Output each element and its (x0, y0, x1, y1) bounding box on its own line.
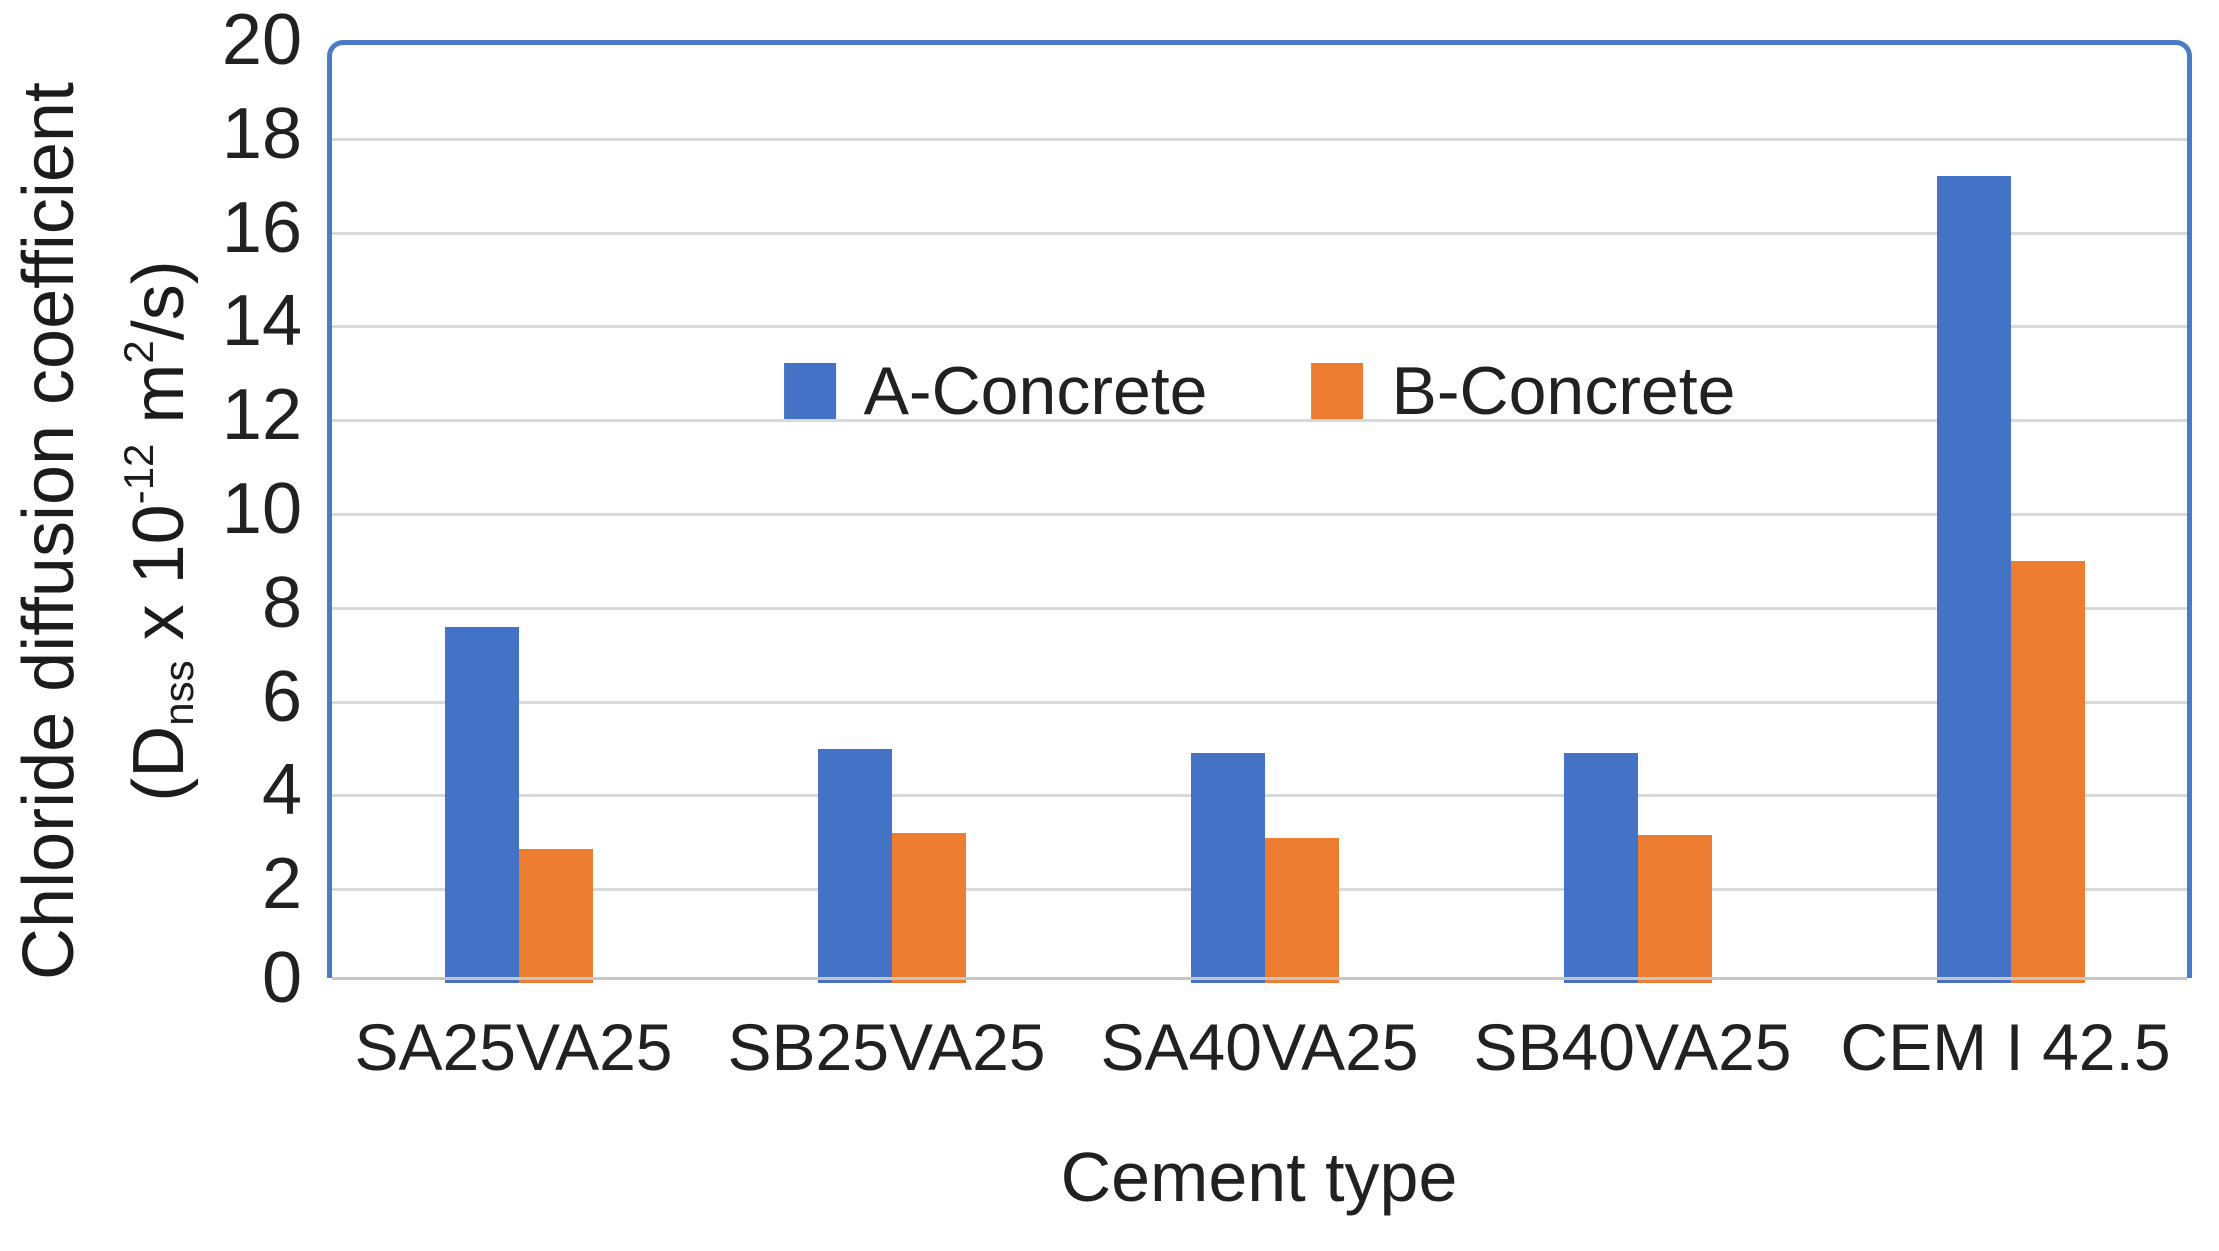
bar-b-concrete-sa40va25 (1264, 837, 1339, 983)
gridline-y10 (332, 513, 2187, 516)
legend-item-b-concrete: B-Concrete (1311, 353, 1736, 429)
y-tick-label-14: 14 (221, 281, 302, 362)
legend-swatch-b-concrete (1311, 363, 1364, 419)
plot-area: A-Concrete B-Concrete (327, 40, 2192, 983)
gridline-y6 (332, 700, 2187, 704)
y-tick-label-0: 0 (261, 938, 302, 1018)
y-tick-label-6: 6 (261, 656, 302, 737)
bar-a-concrete-sb25va25 (817, 748, 892, 983)
legend-label-a-concrete: A-Concrete (863, 353, 1208, 429)
x-axis-line (332, 977, 2187, 980)
y-tick-label-8: 8 (261, 562, 302, 643)
y-tick-label-12: 12 (221, 375, 302, 456)
bar-b-concrete-sb40va25 (1637, 835, 1712, 983)
y-tick-label-4: 4 (261, 750, 302, 831)
x-tick-label-sa25va25: SA25VA25 (354, 1010, 673, 1084)
y-axis-title-line1: Chloride diffusion coefficient (9, 82, 89, 980)
gridline-y18 (332, 137, 2187, 141)
x-tick-label-sa40va25: SA40VA25 (1100, 1010, 1419, 1084)
y-tick-label-18: 18 (221, 93, 302, 174)
legend-item-a-concrete: A-Concrete (783, 353, 1208, 429)
gridline-y16 (332, 231, 2187, 235)
bar-a-concrete-sb40va25 (1563, 753, 1638, 983)
bar-a-concrete-cem-i-42-5 (1936, 176, 2011, 983)
y-tick-label-20: 20 (221, 0, 302, 80)
legend: A-Concrete B-Concrete (783, 353, 1736, 429)
bar-b-concrete-sa25va25 (518, 849, 593, 983)
y-tick-label-10: 10 (221, 469, 302, 549)
y-tick-label-2: 2 (261, 844, 302, 925)
x-axis-title: Cement type (1060, 1138, 1458, 1216)
x-tick-label-sb40va25: SB40VA25 (1473, 1010, 1792, 1084)
bar-a-concrete-sa40va25 (1190, 753, 1265, 983)
y-tick-label-16: 16 (221, 187, 302, 268)
gridline-y12 (332, 419, 2187, 423)
gridline-y14 (332, 325, 2187, 329)
bar-a-concrete-sa25va25 (444, 626, 519, 983)
x-tick-label-cem-i-42-5: CEM I 42.5 (1840, 1010, 2171, 1084)
gridline-y8 (332, 606, 2187, 610)
legend-label-b-concrete: B-Concrete (1391, 353, 1736, 429)
x-tick-label-sb25va25: SB25VA25 (727, 1010, 1046, 1084)
bar-b-concrete-cem-i-42-5 (2010, 560, 2085, 983)
legend-swatch-a-concrete (783, 363, 836, 419)
bar-b-concrete-sb25va25 (891, 832, 966, 983)
